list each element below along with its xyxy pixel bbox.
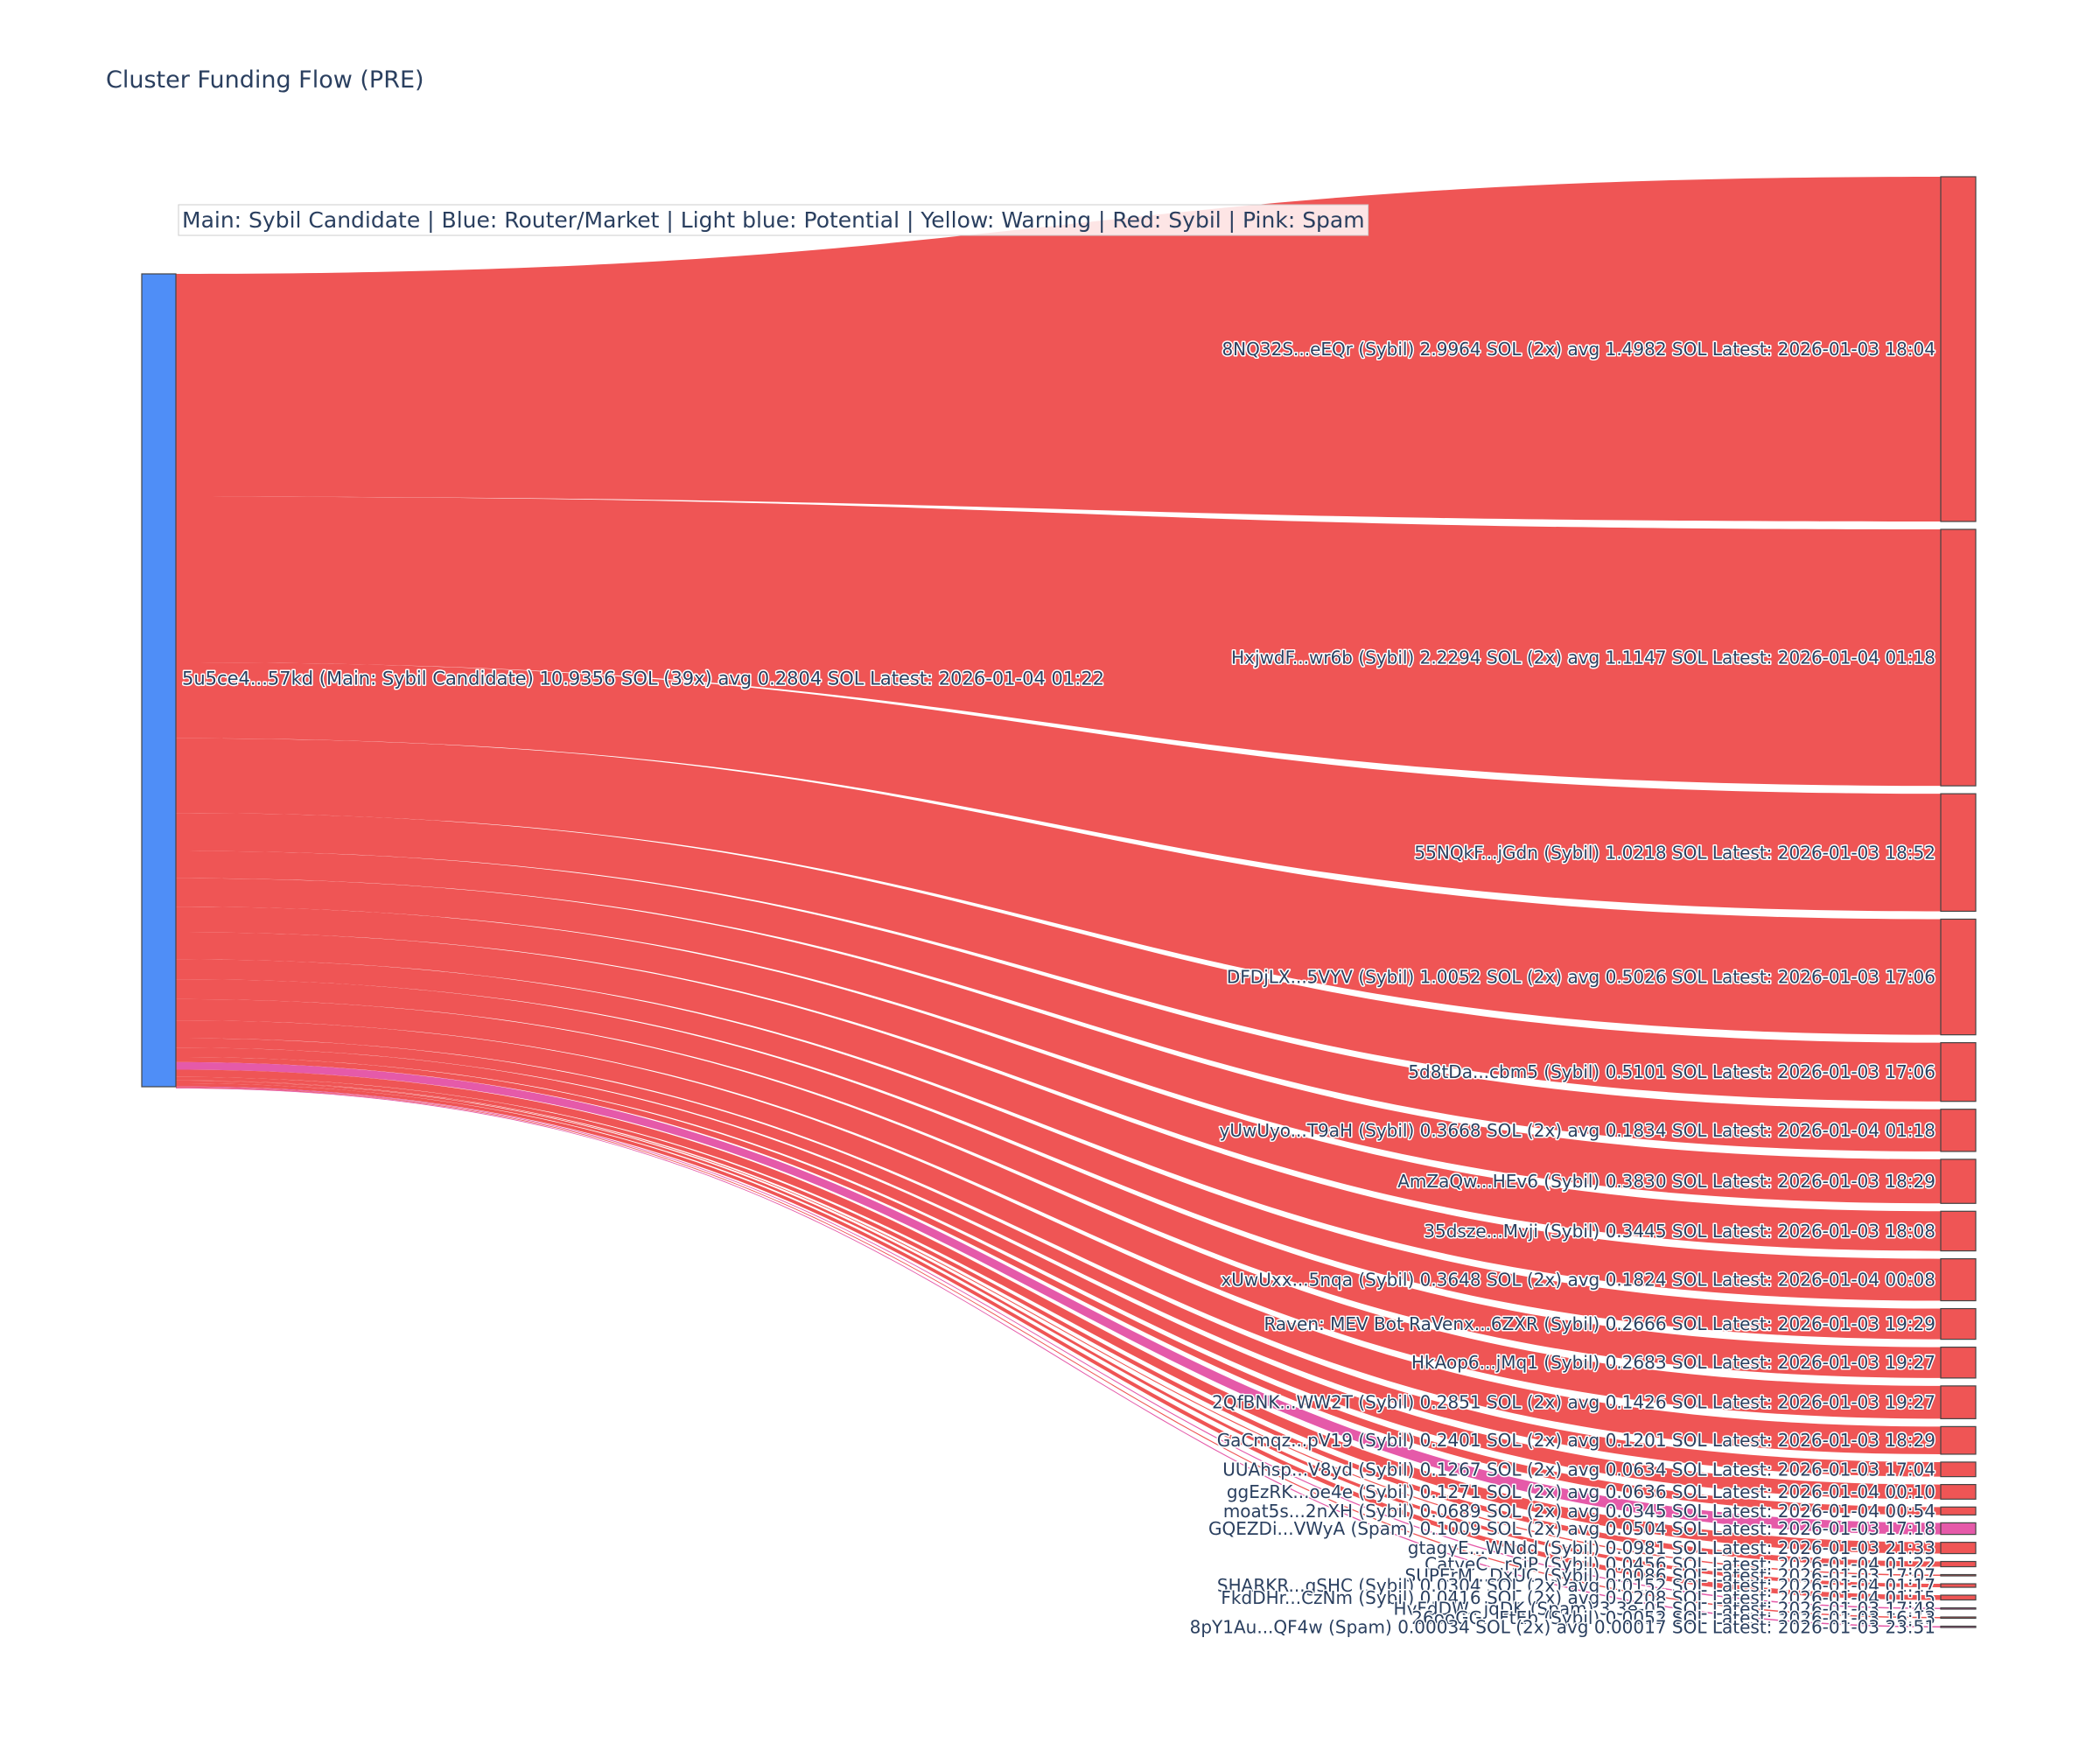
flow-link-3[interactable] bbox=[176, 662, 1941, 912]
target-node-3[interactable] bbox=[1940, 793, 1977, 913]
target-label-4: DFDjLX...5VYV (Sybil) 1.0052 SOL (2x) av… bbox=[1227, 967, 1936, 988]
target-node-5[interactable] bbox=[1940, 1042, 1977, 1102]
target-label-17: GQEZDi...VWyA (Spam) 0.1009 SOL (2x) avg… bbox=[1208, 1518, 1936, 1539]
flow-link-14[interactable] bbox=[176, 1038, 1941, 1477]
target-label-2: HxjwdF...wr6b (Sybil) 2.2294 SOL (2x) av… bbox=[1231, 648, 1936, 668]
target-label-24: 26ooGG...FtEb (Sybil) 0.0052 SOL Latest:… bbox=[1411, 1607, 1936, 1628]
source-label: 5u5ce4...57kd (Main: Sybil Candidate) 10… bbox=[182, 668, 1104, 690]
flow-link-23[interactable] bbox=[176, 1086, 1941, 1609]
flow-link-8[interactable] bbox=[176, 906, 1941, 1251]
target-node-2[interactable] bbox=[1940, 528, 1977, 787]
flow-link-11[interactable] bbox=[176, 979, 1941, 1378]
flow-link-19[interactable] bbox=[176, 1076, 1941, 1567]
target-label-13: GaCmqz...pV19 (Sybil) 0.2401 SOL (2x) av… bbox=[1217, 1430, 1936, 1451]
target-node-20[interactable] bbox=[1940, 1573, 1977, 1577]
target-node-25[interactable] bbox=[1940, 1625, 1977, 1628]
flow-link-7[interactable] bbox=[176, 878, 1941, 1204]
flow-link-1[interactable] bbox=[176, 177, 1941, 522]
target-label-6: yUwUyo...T9aH (Sybil) 0.3668 SOL (2x) av… bbox=[1219, 1120, 1936, 1141]
target-label-9: xUwUxx...5nqa (Sybil) 0.3648 SOL (2x) av… bbox=[1221, 1270, 1936, 1291]
flow-link-22[interactable] bbox=[176, 1083, 1941, 1600]
target-node-13[interactable] bbox=[1940, 1425, 1977, 1455]
target-label-15: ggEzRK...oe4e (Sybil) 0.1271 SOL (2x) av… bbox=[1227, 1481, 1936, 1502]
target-node-17[interactable] bbox=[1940, 1522, 1977, 1536]
flow-link-21[interactable] bbox=[176, 1081, 1941, 1588]
target-node-1[interactable] bbox=[1940, 176, 1977, 522]
flow-link-9[interactable] bbox=[176, 932, 1941, 1301]
flow-link-13[interactable] bbox=[176, 1020, 1941, 1454]
target-label-21: SHARKR...gSHC (Sybil) 0.0304 SOL (2x) av… bbox=[1217, 1575, 1936, 1596]
target-label-14: UUAhsp...V8yd (Sybil) 0.1267 SOL (2x) av… bbox=[1222, 1459, 1936, 1480]
node-labels: 8NQ32S...eEQr (Sybil) 2.9964 SOL (2x) av… bbox=[181, 337, 1937, 1638]
target-node-16[interactable] bbox=[1940, 1506, 1977, 1516]
target-node-11[interactable] bbox=[1940, 1347, 1977, 1379]
legend-box bbox=[178, 204, 1369, 236]
target-node-9[interactable] bbox=[1940, 1257, 1977, 1302]
source-node[interactable] bbox=[141, 273, 177, 1088]
target-node-7[interactable] bbox=[1940, 1158, 1977, 1204]
target-label-25: 8pY1Au...QF4w (Spam) 0.00034 SOL (2x) av… bbox=[1190, 1616, 1936, 1637]
target-node-19[interactable] bbox=[1940, 1560, 1977, 1568]
target-node-10[interactable] bbox=[1940, 1307, 1977, 1340]
target-label-8: 35dsze...Mvji (Sybil) 0.3445 SOL Latest:… bbox=[1424, 1221, 1936, 1242]
target-node-24[interactable] bbox=[1940, 1616, 1977, 1620]
target-label-10: Raven: MEV Bot RaVenx...6ZXR (Sybil) 0.2… bbox=[1264, 1313, 1936, 1334]
flow-nodes bbox=[141, 176, 1977, 1628]
flow-link-5[interactable] bbox=[176, 813, 1941, 1102]
flow-link-6[interactable] bbox=[176, 850, 1941, 1152]
flow-link-2[interactable] bbox=[176, 496, 1941, 787]
target-node-8[interactable] bbox=[1940, 1210, 1977, 1252]
target-node-14[interactable] bbox=[1940, 1461, 1977, 1478]
target-label-20: SUPErM...DxUC (Sybil) 0.0086 SOL Latest:… bbox=[1405, 1564, 1936, 1586]
target-node-21[interactable] bbox=[1940, 1583, 1977, 1588]
flow-link-16[interactable] bbox=[176, 1057, 1941, 1516]
flow-link-18[interactable] bbox=[176, 1069, 1941, 1554]
target-label-11: HkAop6...jMq1 (Sybil) 0.2683 SOL Latest:… bbox=[1411, 1352, 1936, 1373]
target-label-18: gtagyE...WNdd (Sybil) 0.0981 SOL Latest:… bbox=[1408, 1537, 1936, 1558]
target-label-1: 8NQ32S...eEQr (Sybil) 2.9964 SOL (2x) av… bbox=[1222, 339, 1936, 360]
flow-link-15[interactable] bbox=[176, 1047, 1941, 1500]
flow-link-10[interactable] bbox=[176, 959, 1941, 1340]
flow-link-25[interactable] bbox=[176, 1088, 1941, 1628]
target-label-19: CatyeC...rSiP (Sybil) 0.0456 SOL Latest:… bbox=[1424, 1554, 1936, 1575]
target-node-4[interactable] bbox=[1940, 918, 1977, 1036]
target-node-12[interactable] bbox=[1940, 1385, 1977, 1419]
flow-link-17[interactable] bbox=[176, 1061, 1941, 1535]
target-node-18[interactable] bbox=[1940, 1542, 1977, 1555]
legend-text: Main: Sybil Candidate | Blue: Router/Mar… bbox=[182, 207, 1365, 233]
target-node-22[interactable] bbox=[1940, 1594, 1977, 1601]
flow-link-24[interactable] bbox=[176, 1087, 1941, 1619]
legend-note: Main: Sybil Candidate | Blue: Router/Mar… bbox=[178, 204, 1369, 236]
flow-links bbox=[176, 177, 1941, 1628]
flow-link-12[interactable] bbox=[176, 998, 1941, 1419]
target-label-23: HvFdDW...jqDK (Spam) 3.3e-05 SOL Latest:… bbox=[1394, 1598, 1936, 1619]
target-node-15[interactable] bbox=[1940, 1484, 1977, 1500]
target-label-22: FkdDHr...CzNm (Sybil) 0.0416 SOL (2x) av… bbox=[1221, 1587, 1936, 1608]
target-node-23[interactable] bbox=[1940, 1606, 1977, 1610]
target-label-5: 5d8tDa...cbm5 (Sybil) 0.5101 SOL Latest:… bbox=[1408, 1061, 1936, 1082]
target-label-16: moat5s...2nXH (Sybil) 0.0689 SOL (2x) av… bbox=[1223, 1501, 1936, 1522]
target-label-7: AmZaQw...HEv6 (Sybil) 0.3830 SOL Latest:… bbox=[1397, 1171, 1936, 1192]
chart-title: Cluster Funding Flow (PRE) bbox=[106, 66, 424, 94]
target-label-12: 2QfBNK...WW2T (Sybil) 0.2851 SOL (2x) av… bbox=[1212, 1392, 1936, 1413]
target-label-3: 55NQkF...jGdn (Sybil) 1.0218 SOL Latest:… bbox=[1414, 842, 1936, 863]
flow-link-20[interactable] bbox=[176, 1080, 1941, 1577]
flow-link-4[interactable] bbox=[176, 738, 1941, 1035]
target-node-6[interactable] bbox=[1940, 1109, 1977, 1152]
